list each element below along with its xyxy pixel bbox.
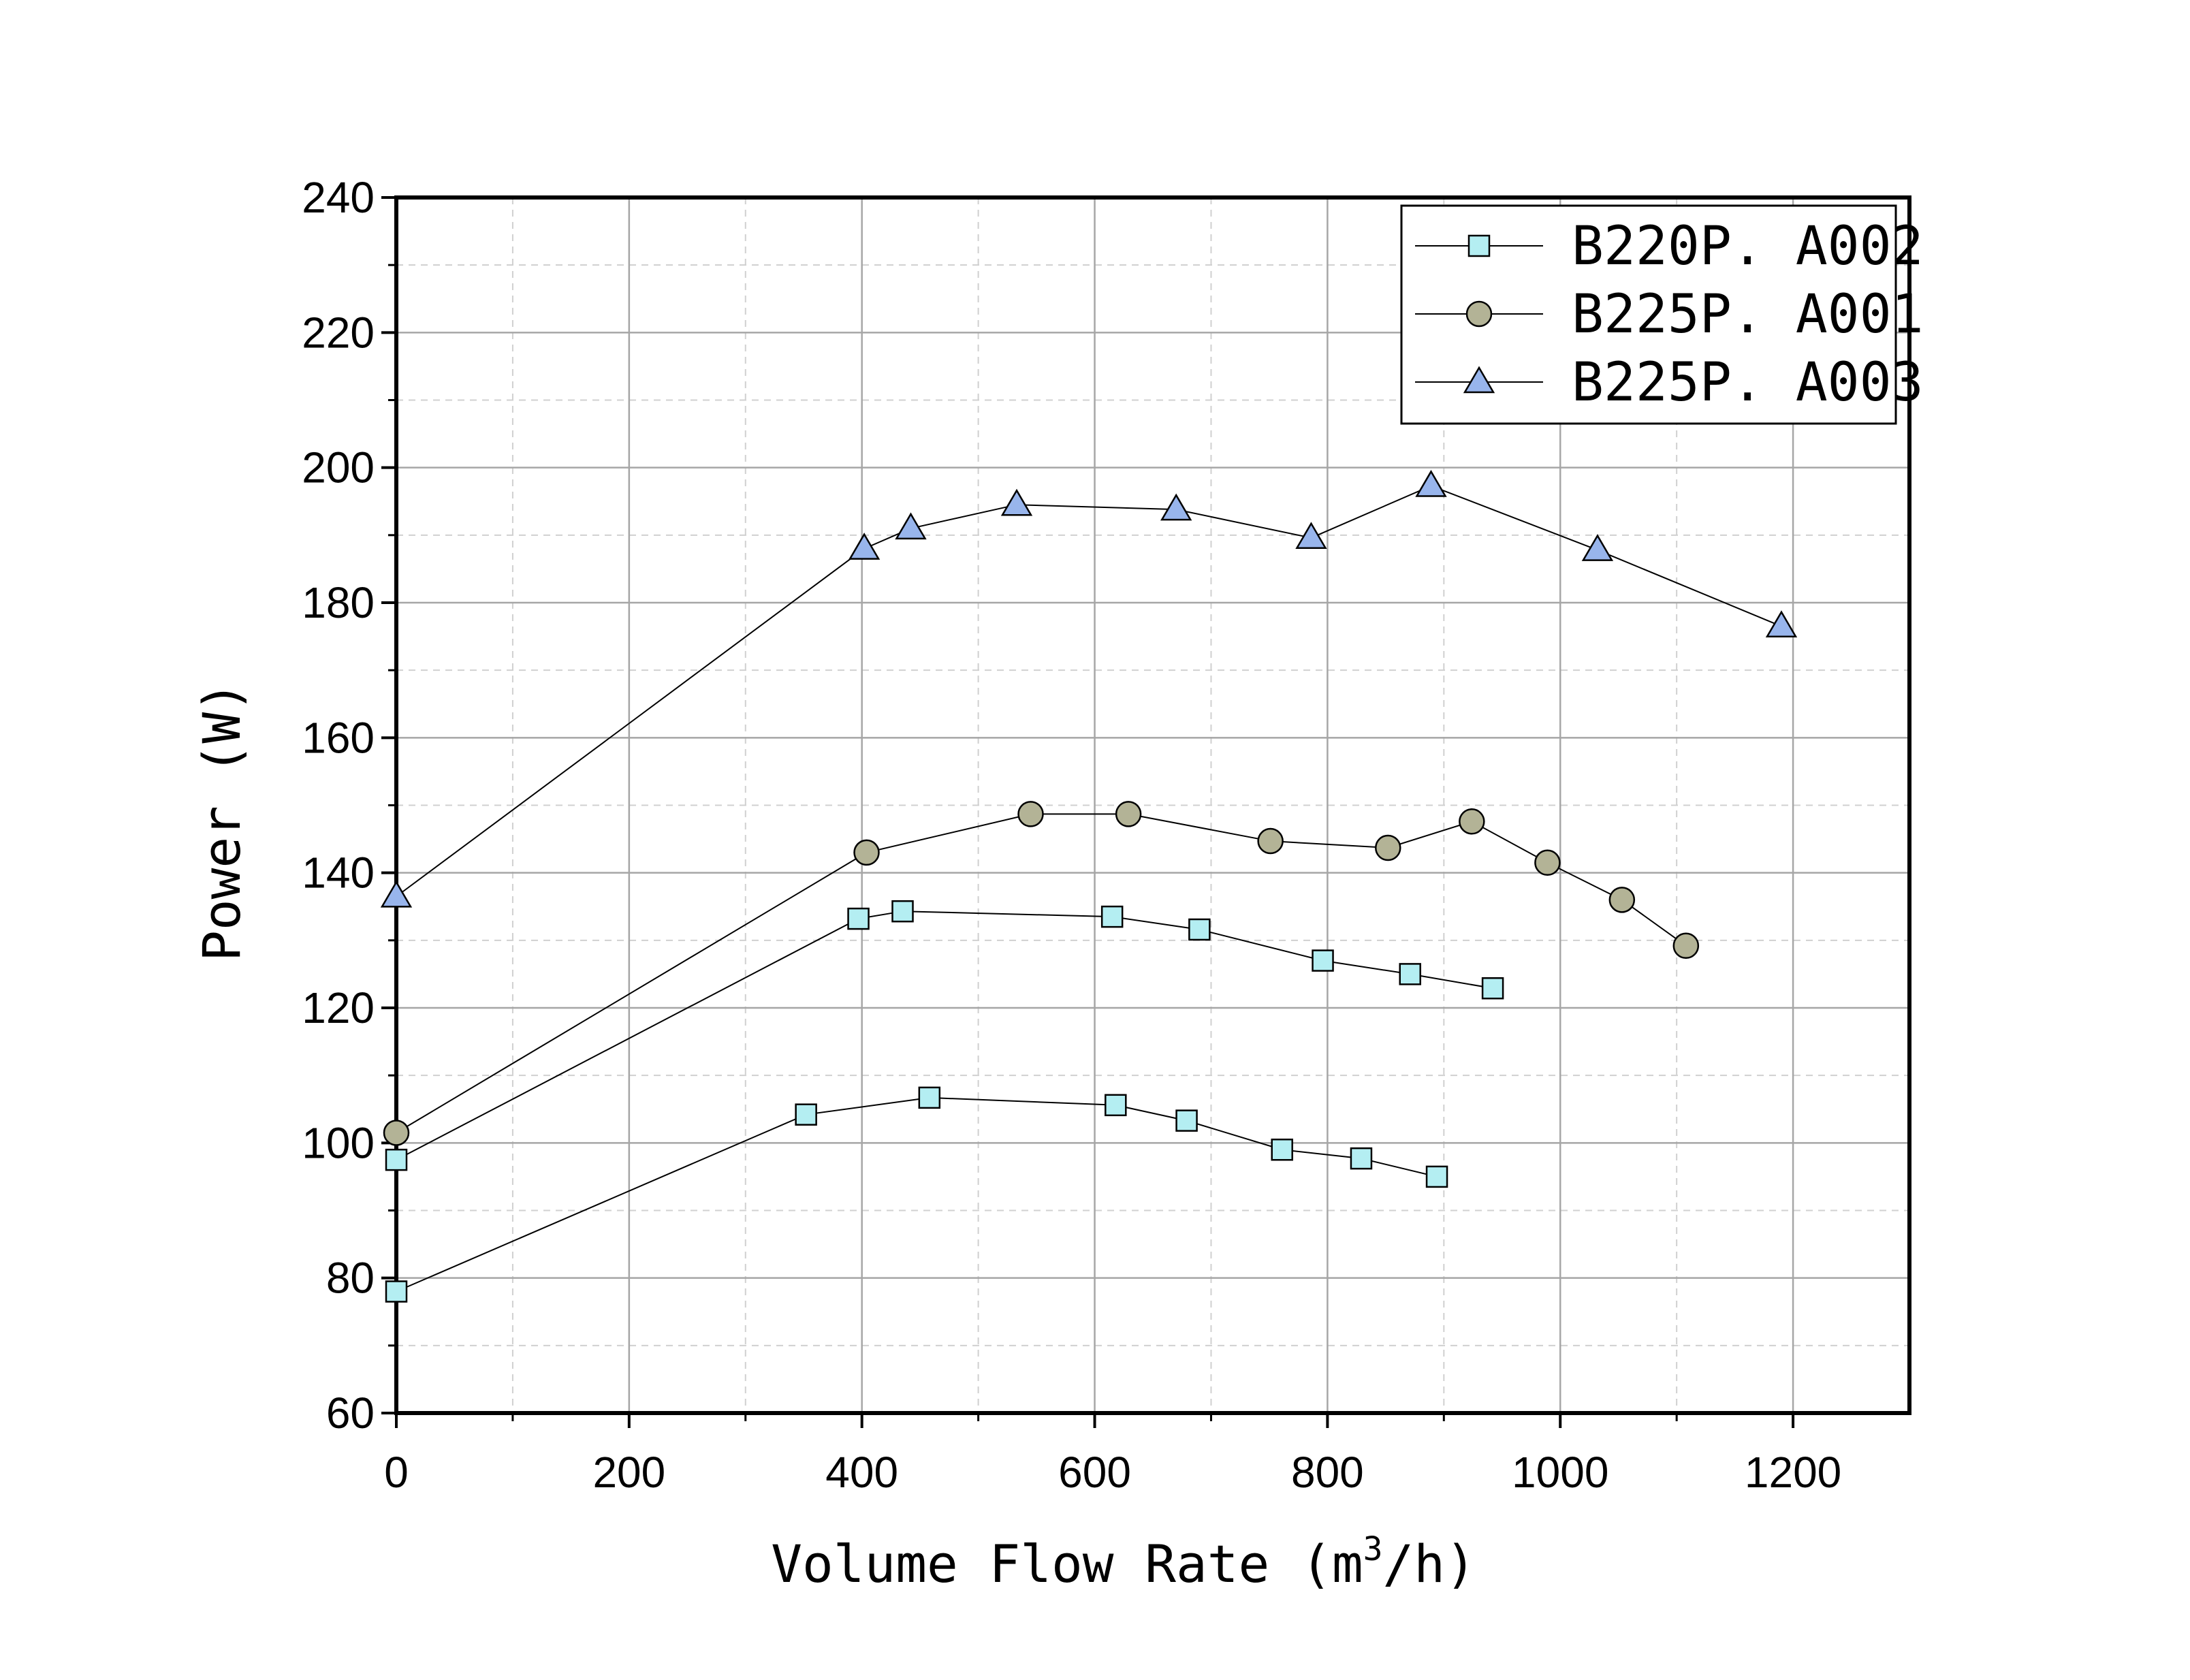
data-point bbox=[795, 1103, 817, 1126]
data-point bbox=[1350, 1147, 1373, 1170]
data-point bbox=[380, 880, 413, 908]
x-axis-label-main: Volume Flow Rate (m bbox=[771, 1534, 1363, 1594]
y-axis-label: Power (W) bbox=[191, 681, 252, 962]
data-point bbox=[1100, 905, 1124, 928]
data-point bbox=[383, 1120, 410, 1146]
data-point bbox=[1425, 1165, 1448, 1188]
data-point bbox=[1765, 610, 1798, 637]
data-point bbox=[895, 512, 927, 540]
y-tick-label: 240 bbox=[302, 173, 375, 222]
x-tick-label: 800 bbox=[1291, 1448, 1364, 1497]
x-axis-label: Volume Flow Rate (m3/h) bbox=[771, 1530, 1476, 1594]
data-point bbox=[1175, 1109, 1198, 1132]
data-point bbox=[1608, 887, 1636, 913]
series-layer bbox=[380, 469, 1798, 1303]
data-point bbox=[385, 1148, 408, 1171]
data-point bbox=[1672, 932, 1700, 960]
y-tick-label: 200 bbox=[302, 443, 375, 492]
legend-label: B220P. A002 bbox=[1572, 216, 1924, 277]
series-line bbox=[396, 1096, 1438, 1293]
data-point bbox=[1459, 808, 1485, 835]
axes: 0 200 400 600 800 1000 1200 60 80 100 120 140 160 180… bbox=[302, 173, 1911, 1497]
legend-marker bbox=[1463, 366, 1495, 394]
data-point bbox=[918, 1086, 941, 1109]
y-tick-label: 180 bbox=[302, 578, 375, 627]
data-point bbox=[891, 900, 914, 923]
data-point bbox=[1105, 1094, 1127, 1117]
data-point bbox=[1375, 834, 1401, 861]
x-axis-label-tail: /h) bbox=[1383, 1534, 1476, 1594]
y-tick-label: 140 bbox=[302, 849, 375, 898]
legend-label: B225P. A003 bbox=[1572, 352, 1924, 413]
data-point bbox=[1188, 918, 1211, 941]
series-3 bbox=[383, 801, 1700, 1146]
x-tick-label: 1000 bbox=[1512, 1448, 1608, 1497]
data-point bbox=[1534, 849, 1561, 876]
x-axis-label-superscript: 3 bbox=[1363, 1530, 1383, 1568]
data-point bbox=[848, 533, 880, 560]
legend-marker bbox=[1467, 234, 1491, 257]
data-point bbox=[1295, 522, 1327, 550]
data-point bbox=[1481, 977, 1504, 1000]
x-tick-label: 1200 bbox=[1745, 1448, 1841, 1497]
data-point bbox=[1399, 963, 1421, 985]
series-2 bbox=[385, 1086, 1448, 1303]
data-point bbox=[853, 839, 880, 866]
data-point bbox=[1271, 1139, 1293, 1161]
y-tick-label: 160 bbox=[302, 713, 375, 762]
legend: B220P. A002 B225P. A001 B225P. A003 bbox=[1400, 204, 1924, 425]
y-tick-label: 100 bbox=[302, 1118, 375, 1167]
series-line bbox=[396, 813, 1687, 1134]
x-tick-label: 600 bbox=[1058, 1448, 1131, 1497]
series-4 bbox=[380, 469, 1798, 908]
data-point bbox=[1257, 827, 1284, 855]
x-tick-label: 200 bbox=[592, 1448, 665, 1497]
y-tick-label: 80 bbox=[326, 1254, 375, 1303]
data-point bbox=[1312, 949, 1334, 972]
data-point bbox=[847, 907, 870, 930]
y-tick-label: 60 bbox=[326, 1389, 375, 1438]
data-point bbox=[1000, 488, 1033, 516]
data-point bbox=[1160, 493, 1192, 521]
data-point bbox=[1581, 534, 1614, 561]
y-tick-label: 220 bbox=[302, 308, 375, 357]
data-point bbox=[385, 1280, 408, 1303]
data-point bbox=[1017, 801, 1044, 827]
legend-label: B225P. A001 bbox=[1572, 284, 1924, 345]
data-point bbox=[1415, 469, 1447, 497]
x-tick-label: 0 bbox=[384, 1448, 409, 1497]
legend-marker bbox=[1465, 300, 1493, 328]
y-tick-label: 120 bbox=[302, 983, 375, 1032]
data-point bbox=[1115, 801, 1142, 827]
x-tick-label: 400 bbox=[825, 1448, 898, 1497]
series-1 bbox=[385, 900, 1504, 1171]
